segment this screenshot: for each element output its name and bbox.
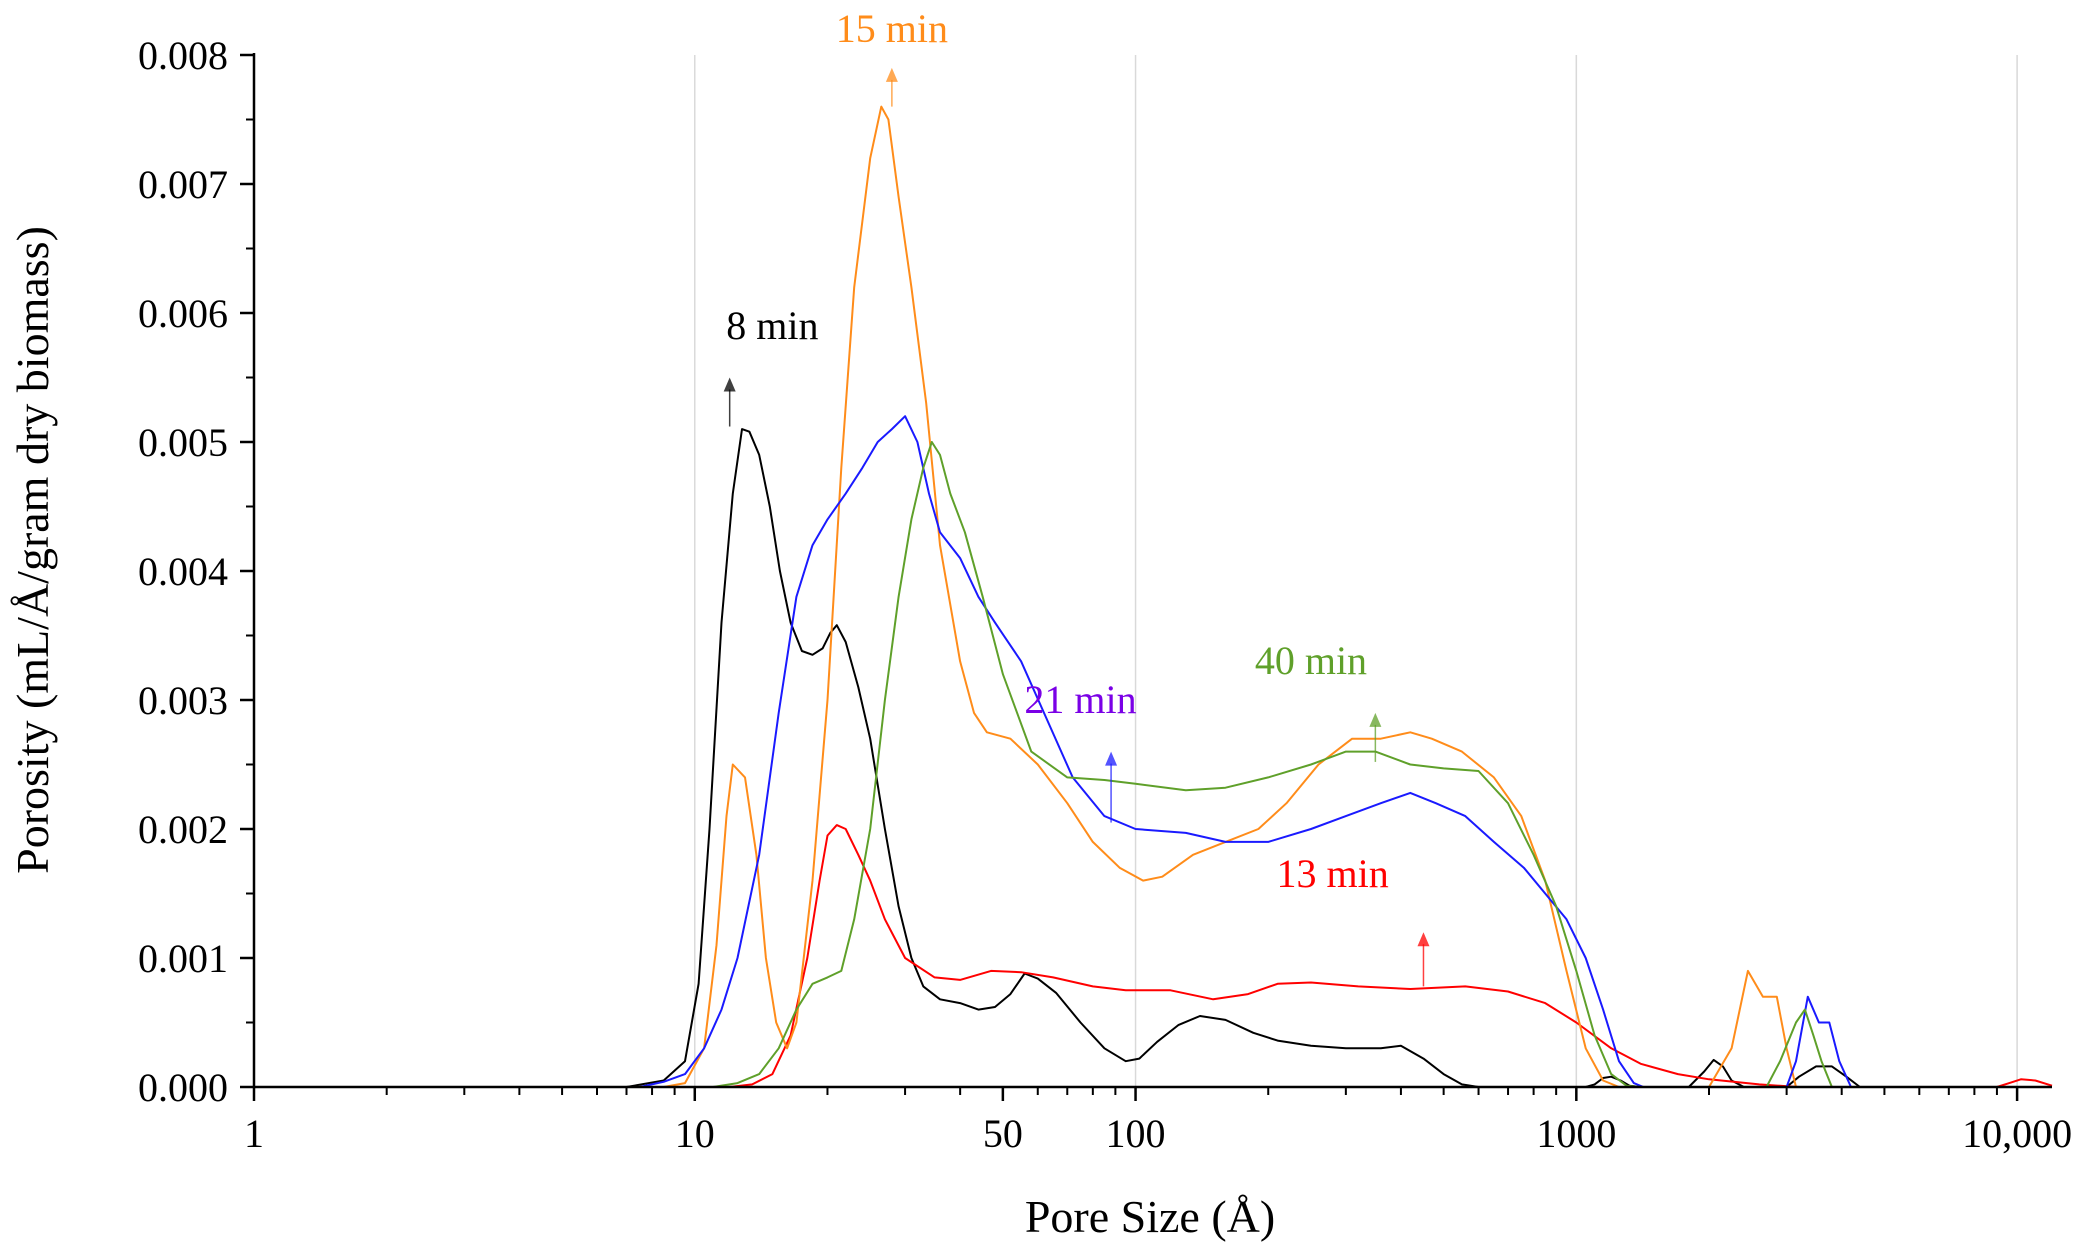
series-label-8-min: 8 min [726, 303, 818, 348]
x-tick-label: 1 [244, 1111, 264, 1156]
series-line-8-min [464, 428, 2052, 1088]
y-tick-label: 0.004 [138, 549, 228, 594]
y-tick-label: 0.000 [138, 1065, 228, 1110]
y-tick-label: 0.007 [138, 162, 228, 207]
series-line-15-min [464, 105, 2052, 1088]
grid-lines [694, 55, 2018, 1087]
x-tick-label: 1000 [1536, 1111, 1616, 1156]
series-label-40-min: 40 min [1255, 638, 1367, 683]
annotation-arrow-head [1105, 751, 1118, 766]
x-tick-label: 50 [983, 1111, 1023, 1156]
series-line-21-min [464, 415, 2052, 1088]
annotation-arrow-head [1417, 932, 1430, 947]
axes: 0.000 0.001 0.002 0.003 0.004 0.005 0.006 0.007… [138, 33, 2072, 1156]
x-tick-label: 10 [675, 1111, 715, 1156]
y-tick-label: 0.002 [138, 807, 228, 852]
y-axis-title: Porosity (mL/Å/gram dry biomass) [7, 226, 58, 874]
y-tick-label: 0.003 [138, 678, 228, 723]
series-annotations: 8 min 13 min 15 min 21 min 40 min [723, 6, 1430, 987]
y-tick-label: 0.005 [138, 420, 228, 465]
x-axis-title: Pore Size (Å) [1025, 1191, 1275, 1242]
x-tick-label: 10,000 [1962, 1111, 2072, 1156]
series-lines [464, 105, 2053, 1088]
y-tick-label: 0.008 [138, 33, 228, 78]
series-label-15-min: 15 min [836, 6, 948, 51]
series-label-13-min: 13 min [1277, 851, 1389, 896]
x-tick-label: 100 [1106, 1111, 1166, 1156]
annotation-arrow-head [1369, 712, 1382, 727]
annotation-arrow-head [885, 67, 898, 82]
y-tick-label: 0.001 [138, 936, 228, 981]
series-label-21-min: 21 min [1024, 677, 1136, 722]
series-line-13-min [464, 824, 2053, 1088]
annotation-arrow-head [723, 377, 736, 392]
y-tick-label: 0.006 [138, 291, 228, 336]
